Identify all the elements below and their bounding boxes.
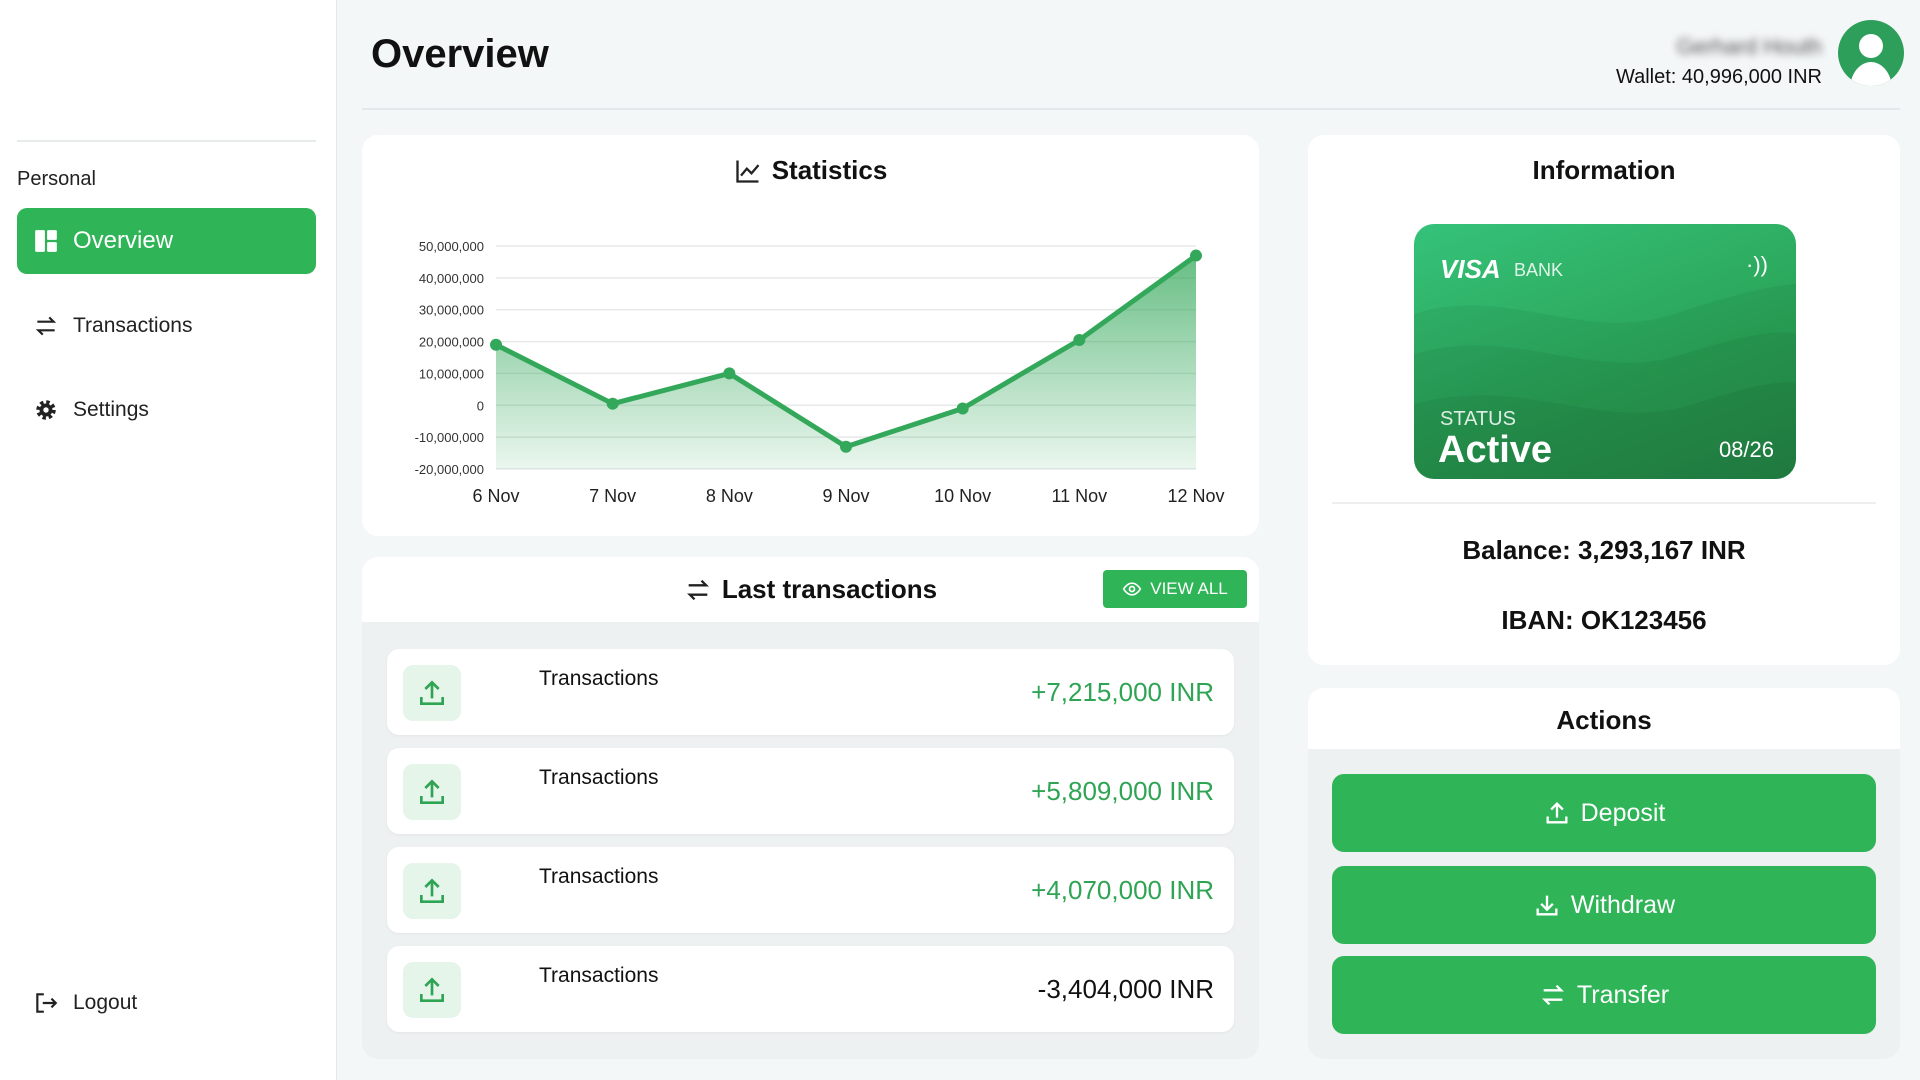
transactions-card: Last transactions VIEW ALL Transactions …: [362, 557, 1259, 1059]
data-point: [956, 402, 969, 415]
x-tick-label: 7 Nov: [589, 486, 636, 506]
divider: [1332, 502, 1876, 504]
x-tick-label: 12 Nov: [1167, 486, 1224, 506]
swap-icon: [1541, 984, 1564, 1006]
y-tick-label: 30,000,000: [419, 303, 484, 318]
divider: [17, 140, 316, 142]
page-title: Overview: [371, 32, 549, 76]
download-icon: [1536, 895, 1558, 916]
transaction-amount: +4,070,000 INR: [1031, 875, 1214, 905]
user-icon: [1850, 34, 1892, 86]
transaction-amount: +7,215,000 INR: [1031, 677, 1214, 707]
transfer-button[interactable]: Transfer: [1332, 956, 1876, 1034]
card-brand: VISA: [1440, 254, 1501, 284]
card-status: Active: [1438, 429, 1553, 471]
transaction-amount: +5,809,000 INR: [1031, 776, 1214, 806]
actions-card: Actions Deposit Withdraw Transfer: [1308, 688, 1900, 1059]
sidebar: Personal Overview Transactions Settings …: [0, 0, 337, 1080]
x-tick-label: 10 Nov: [934, 486, 991, 506]
x-tick-label: 11 Nov: [1051, 486, 1107, 506]
statistics-label: Statistics: [771, 155, 888, 185]
swap-icon: [35, 316, 57, 336]
transaction-row[interactable]: Transactions +7,215,000 INR: [387, 649, 1234, 735]
transaction-amount: -3,404,000 INR: [1037, 974, 1214, 1004]
logout-label: Logout: [73, 991, 138, 1014]
eye-icon: [1122, 582, 1142, 596]
withdraw-label: Withdraw: [1570, 890, 1676, 919]
gear-icon: [36, 400, 56, 420]
user-name: Gerhard Houth: [1676, 34, 1822, 59]
line-chart-icon: [736, 160, 760, 183]
x-tick-label: 9 Nov: [822, 486, 869, 506]
data-point: [840, 440, 852, 453]
view-all-button[interactable]: VIEW ALL: [1103, 570, 1247, 608]
transaction-label: Transactions: [539, 865, 659, 888]
information-card: Information VISA BANK ·)) STATUS Active …: [1308, 135, 1900, 665]
x-tick-label: 8 Nov: [706, 486, 753, 506]
y-tick-label: -10,000,000: [415, 430, 484, 445]
sidebar-item-overview[interactable]: Overview: [17, 208, 316, 274]
view-all-label: VIEW ALL: [1150, 579, 1228, 598]
upload-icon: [403, 764, 461, 820]
deposit-label: Deposit: [1580, 798, 1666, 827]
balance: Balance: 3,293,167 INR: [1462, 535, 1746, 565]
sidebar-item-settings[interactable]: Settings: [17, 377, 316, 443]
bank-card[interactable]: VISA BANK ·)) STATUS Active 08/26: [1414, 224, 1796, 479]
section-label: Personal: [17, 168, 96, 190]
deposit-button[interactable]: Deposit: [1332, 774, 1876, 852]
header-divider: [362, 108, 1900, 110]
transaction-row[interactable]: Transactions +4,070,000 INR: [387, 847, 1234, 933]
iban: IBAN: OK123456: [1501, 605, 1707, 635]
data-point: [1073, 333, 1086, 346]
statistics-title: Statistics: [362, 155, 1259, 186]
information-title: Information: [1532, 155, 1676, 185]
transactions-label: Last transactions: [721, 574, 938, 604]
y-tick-label: 50,000,000: [419, 239, 484, 254]
sidebar-item-transactions[interactable]: Transactions: [17, 293, 316, 359]
upload-icon: [1546, 802, 1568, 824]
y-tick-label: 20,000,000: [419, 335, 484, 350]
contactless-icon: ·)): [1746, 252, 1768, 277]
upload-icon: [403, 863, 461, 919]
upload-icon: [403, 665, 461, 721]
sidebar-item-label: Settings: [73, 398, 149, 421]
logout-button[interactable]: Logout: [17, 970, 316, 1036]
user-info: Gerhard Houth Wallet: 40,996,000 INR: [1616, 34, 1822, 89]
avatar[interactable]: [1838, 20, 1904, 86]
transactions-title: Last transactions: [362, 574, 1259, 605]
actions-title: Actions: [1556, 705, 1652, 735]
card-expiry: 08/26: [1718, 437, 1774, 462]
sidebar-item-label: Overview: [73, 227, 174, 254]
statistics-card: Statistics 50,000,000 40,000,000 30,000,00…: [362, 135, 1259, 536]
statistics-chart: 50,000,000 40,000,000 30,000,000 20,000,000…: [415, 239, 1225, 506]
card-wave-pattern: [1414, 284, 1796, 479]
y-tick-label: 0: [477, 398, 484, 413]
x-tick-label: 6 Nov: [472, 486, 519, 506]
withdraw-button[interactable]: Withdraw: [1332, 866, 1876, 944]
status-label: STATUS: [1440, 408, 1516, 430]
data-point: [606, 397, 619, 410]
transaction-row[interactable]: Transactions +5,809,000 INR: [387, 748, 1234, 834]
y-tick-label: 40,000,000: [419, 271, 484, 286]
actions-header: [1308, 688, 1900, 749]
y-tick-label: -20,000,000: [415, 462, 484, 477]
transaction-label: Transactions: [539, 766, 659, 789]
logout-icon: [36, 993, 58, 1013]
chart-area: [496, 255, 1196, 469]
transaction-label: Transactions: [539, 964, 659, 987]
data-point: [723, 367, 736, 380]
card-bank: BANK: [1514, 260, 1564, 280]
wallet-balance: Wallet: 40,996,000 INR: [1615, 66, 1822, 88]
upload-icon: [403, 962, 461, 1018]
dashboard-icon: [35, 230, 57, 252]
data-point: [490, 338, 502, 351]
y-tick-label: 10,000,000: [419, 366, 484, 381]
sidebar-item-label: Transactions: [73, 314, 193, 337]
swap-icon: [686, 579, 709, 600]
transaction-label: Transactions: [539, 667, 659, 690]
data-point: [1190, 249, 1202, 262]
transfer-label: Transfer: [1576, 980, 1670, 1009]
transaction-row[interactable]: Transactions -3,404,000 INR: [387, 946, 1234, 1032]
